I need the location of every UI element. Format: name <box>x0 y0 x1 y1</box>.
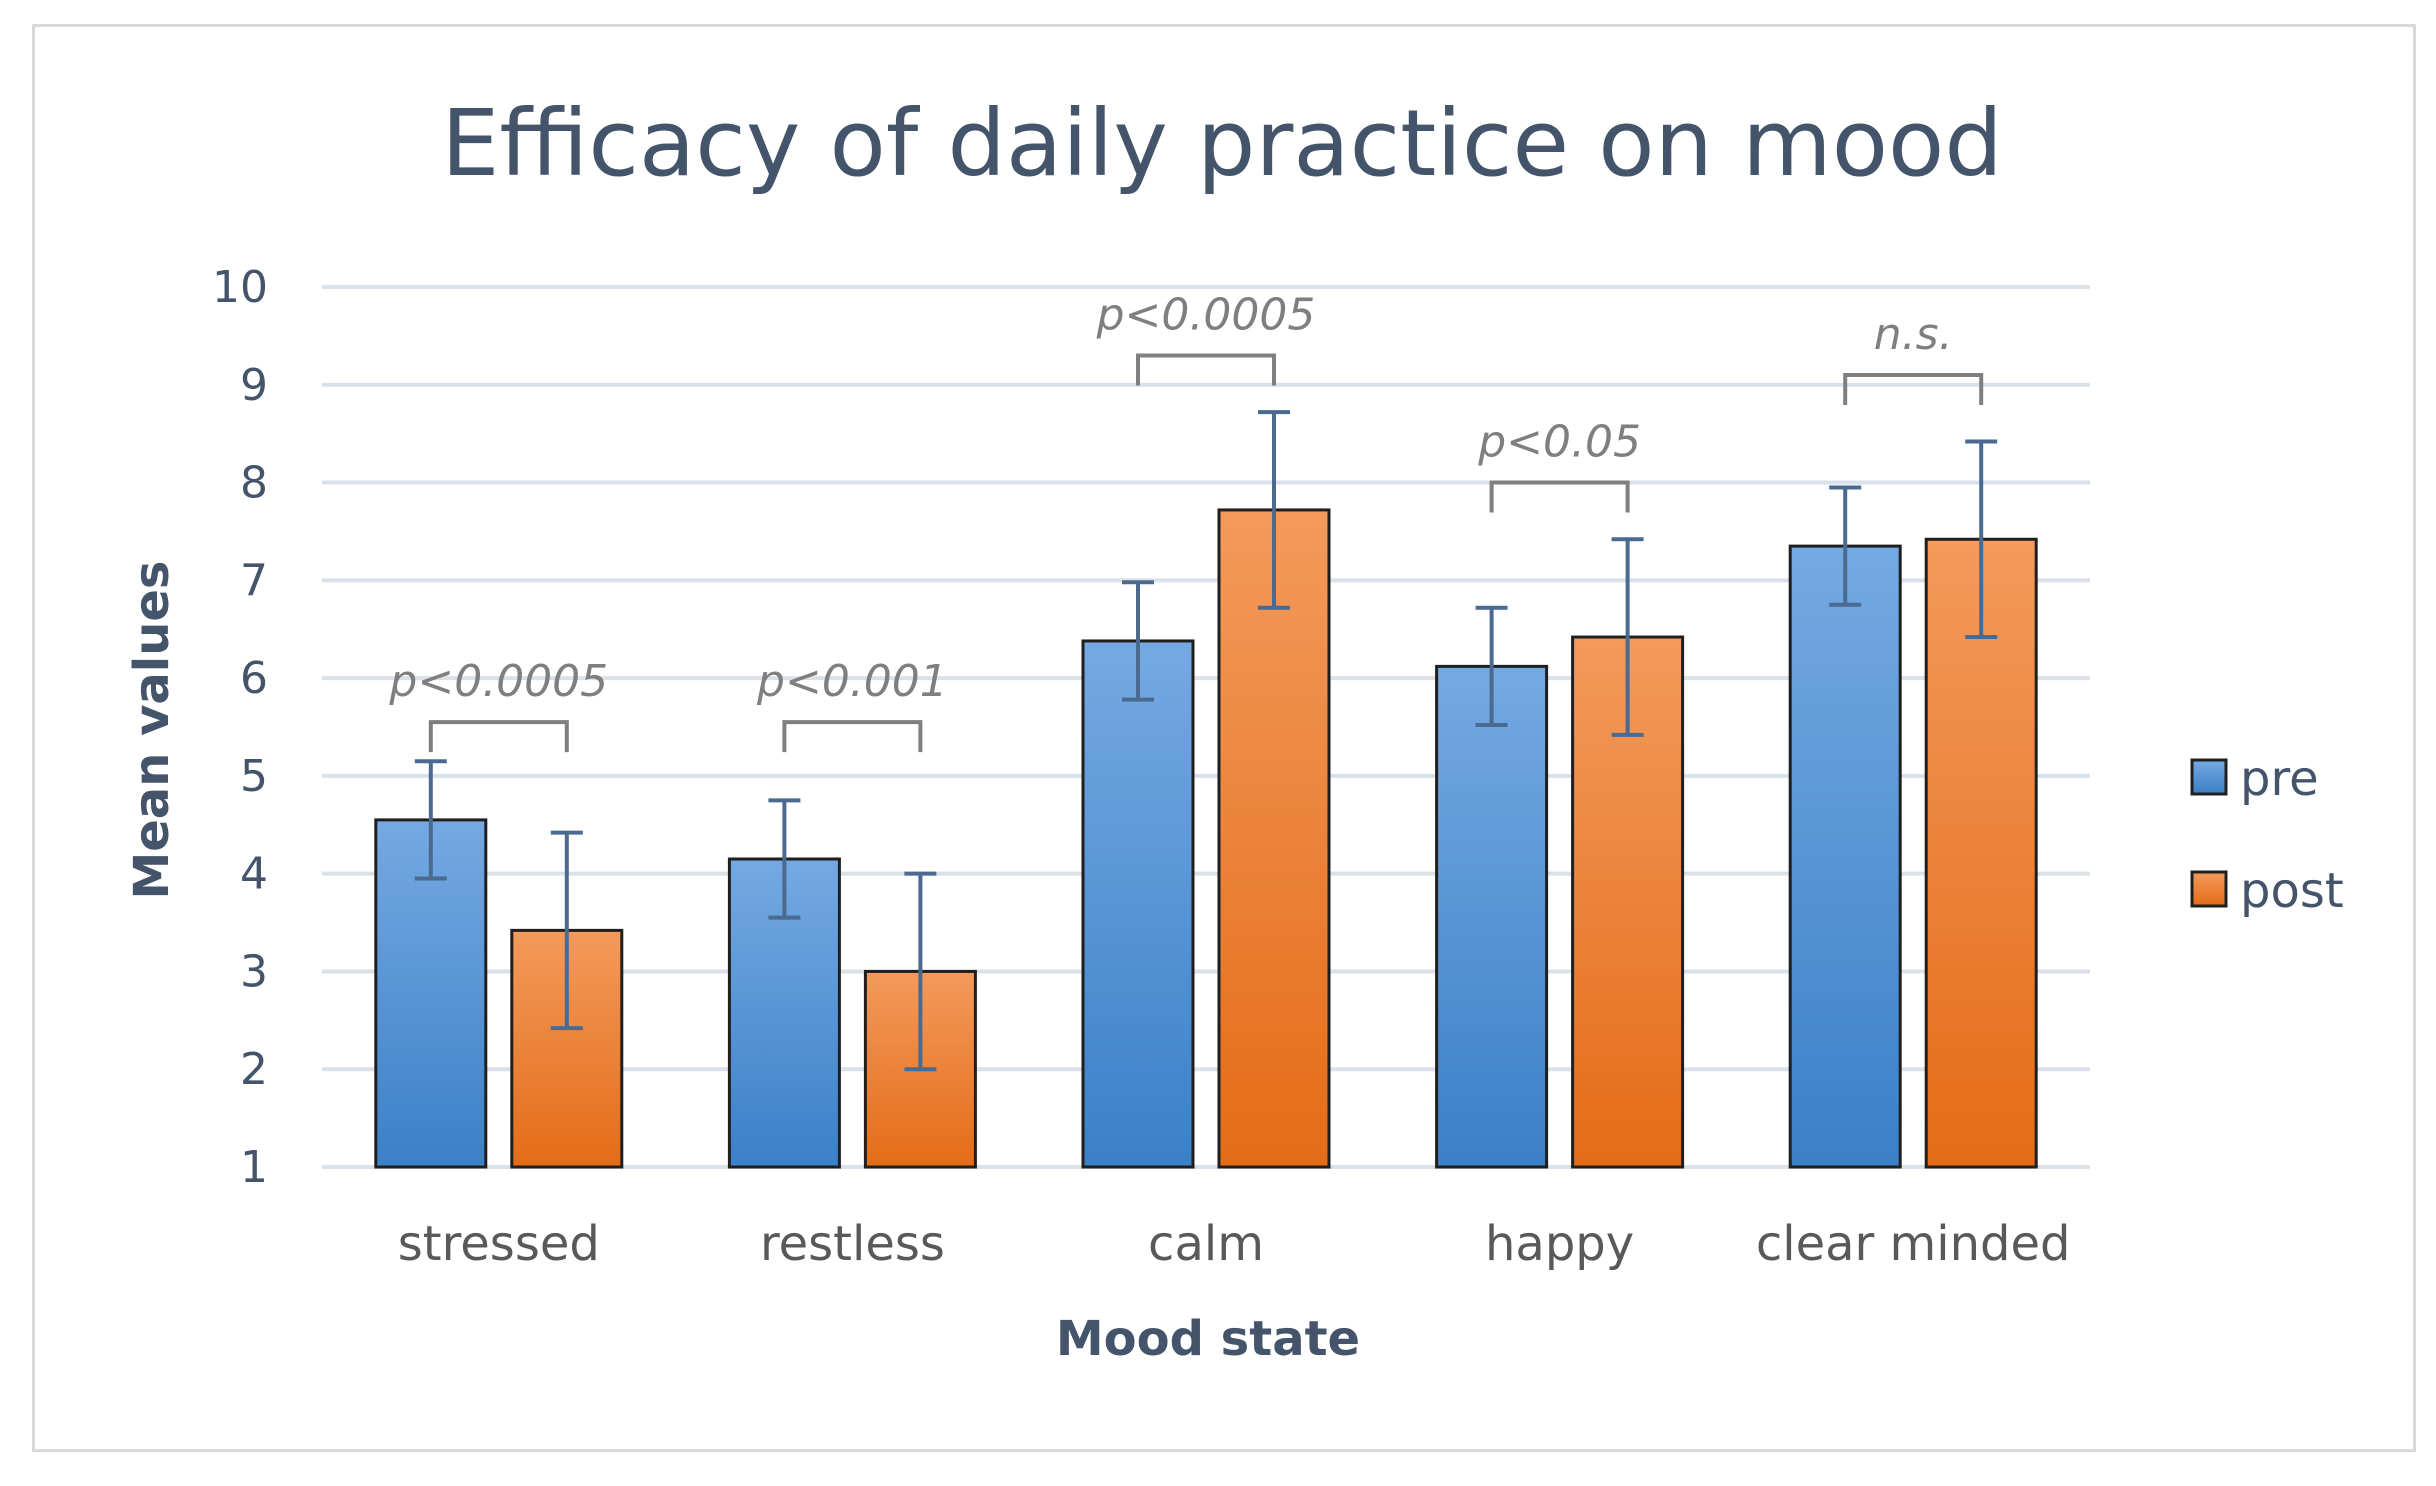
y-axis-label: Mean values <box>124 560 180 899</box>
legend: pre post <box>2190 751 2344 919</box>
y-tick-label-9: 9 <box>240 360 268 411</box>
category-label-stressed: stressed <box>398 1216 600 1272</box>
category-label-calm: calm <box>1148 1216 1264 1272</box>
y-tick-label-6: 6 <box>240 653 268 704</box>
significance-label-calm: p<0.0005 <box>1096 289 1316 340</box>
y-tick-label-8: 8 <box>240 458 268 509</box>
category-label-happy: happy <box>1485 1216 1634 1272</box>
y-tick-label-5: 5 <box>240 751 268 802</box>
legend-label-post: post <box>2240 863 2344 919</box>
chart-title: Efficacy of daily practice on mood <box>441 90 2002 197</box>
significance-annotations: p<0.0005 p<0.001 p<0.0005 p<0.05 n.s. <box>388 289 1984 753</box>
y-tick-label-1: 1 <box>240 1142 268 1193</box>
significance-bracket-stressed <box>428 720 569 753</box>
error-bars <box>414 410 1998 1072</box>
bar-pre-happy <box>1435 664 1549 1169</box>
bar-post-clear-minded <box>1924 537 2038 1169</box>
legend-swatch-post <box>2190 870 2228 908</box>
significance-bracket-calm <box>1136 353 1276 386</box>
significance-bracket-clear-minded <box>1843 373 1984 405</box>
significance-bracket-happy <box>1489 480 1630 513</box>
y-tick-label-3: 3 <box>240 946 268 997</box>
category-label-restless: restless <box>760 1216 945 1272</box>
significance-label-stressed: p<0.0005 <box>388 656 608 707</box>
x-axis-categories: stressed restless calm happy clear minded <box>398 1216 2071 1272</box>
legend-label-pre: pre <box>2240 751 2319 807</box>
category-label-clear-minded: clear minded <box>1756 1216 2071 1272</box>
legend-swatch-pre <box>2190 758 2228 796</box>
bar-pre-clear-minded <box>1788 544 1902 1169</box>
y-tick-label-7: 7 <box>240 555 268 606</box>
y-axis-ticks: 1 2 3 4 5 6 7 8 9 10 <box>212 262 268 1193</box>
bar-pre-calm <box>1081 639 1195 1169</box>
significance-bracket-restless <box>782 720 923 753</box>
y-tick-label-10: 10 <box>212 262 268 313</box>
significance-label-happy: p<0.05 <box>1477 417 1641 468</box>
x-axis-label: Mood state <box>1056 1311 1360 1367</box>
y-tick-label-2: 2 <box>240 1044 268 1095</box>
significance-label-clear-minded: n.s. <box>1874 309 1953 360</box>
significance-label-restless: p<0.001 <box>756 656 948 707</box>
y-tick-label-4: 4 <box>240 849 268 900</box>
